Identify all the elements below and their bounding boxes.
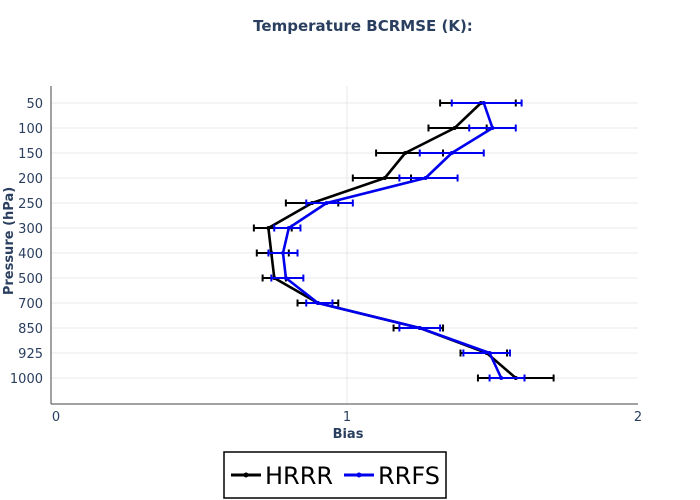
- y-tick-label: 100: [18, 122, 43, 137]
- data-point-rrfs: [280, 251, 285, 255]
- data-point-rrfs: [286, 226, 291, 230]
- y-tick-label: 300: [18, 222, 43, 237]
- x-tick-labels: 0 1 2: [52, 410, 642, 425]
- data-point-hrrr: [382, 176, 387, 180]
- y-tick-label: 400: [18, 247, 43, 262]
- x-axis-title: Bias: [333, 427, 364, 442]
- y-tick-label: 200: [18, 172, 43, 187]
- y-tick-label: 925: [18, 347, 43, 362]
- data-point-rrfs: [417, 326, 422, 330]
- legend-marker-rrfs: [356, 472, 362, 478]
- x-tick-label: 1: [343, 410, 351, 425]
- data-point-hrrr: [403, 151, 408, 155]
- plot-area: [252, 99, 555, 382]
- data-point-rrfs: [449, 151, 454, 155]
- data-point-rrfs: [283, 276, 288, 280]
- y-tick-label: 500: [18, 272, 43, 287]
- y-tick-label: 1000: [10, 372, 43, 387]
- x-tick-label: 2: [634, 410, 642, 425]
- y-tick-label: 850: [18, 322, 43, 337]
- legend: HRRR RRFS: [223, 451, 447, 499]
- y-tick-labels: 50 100 150 200 250 300 400 500 700 850 925 1000: [10, 97, 43, 387]
- data-point-rrfs: [423, 176, 428, 180]
- series-rrfs: [267, 99, 526, 382]
- x-tick-label: 0: [52, 410, 60, 425]
- y-axis-title: Pressure (hPa): [2, 187, 17, 295]
- legend-marker-hrrr: [243, 472, 249, 478]
- data-point-rrfs: [490, 126, 495, 130]
- data-point-hrrr: [452, 126, 457, 130]
- data-point-rrfs: [315, 301, 320, 305]
- y-tick-label: 700: [18, 297, 43, 312]
- y-tick-label: 150: [18, 147, 43, 162]
- y-tick-label: 50: [26, 97, 43, 112]
- data-point-hrrr: [266, 226, 271, 230]
- y-tick-label: 250: [18, 197, 43, 212]
- data-point-rrfs: [487, 351, 492, 355]
- chart-title: Temperature BCRMSE (K):: [253, 17, 473, 35]
- data-point-rrfs: [324, 201, 329, 205]
- legend-label-hrrr: HRRR: [265, 462, 333, 490]
- series-line-rrfs: [281, 102, 503, 379]
- legend-label-rrfs: RRFS: [378, 462, 440, 490]
- data-point-rrfs: [481, 101, 486, 105]
- data-point-rrfs: [499, 376, 504, 380]
